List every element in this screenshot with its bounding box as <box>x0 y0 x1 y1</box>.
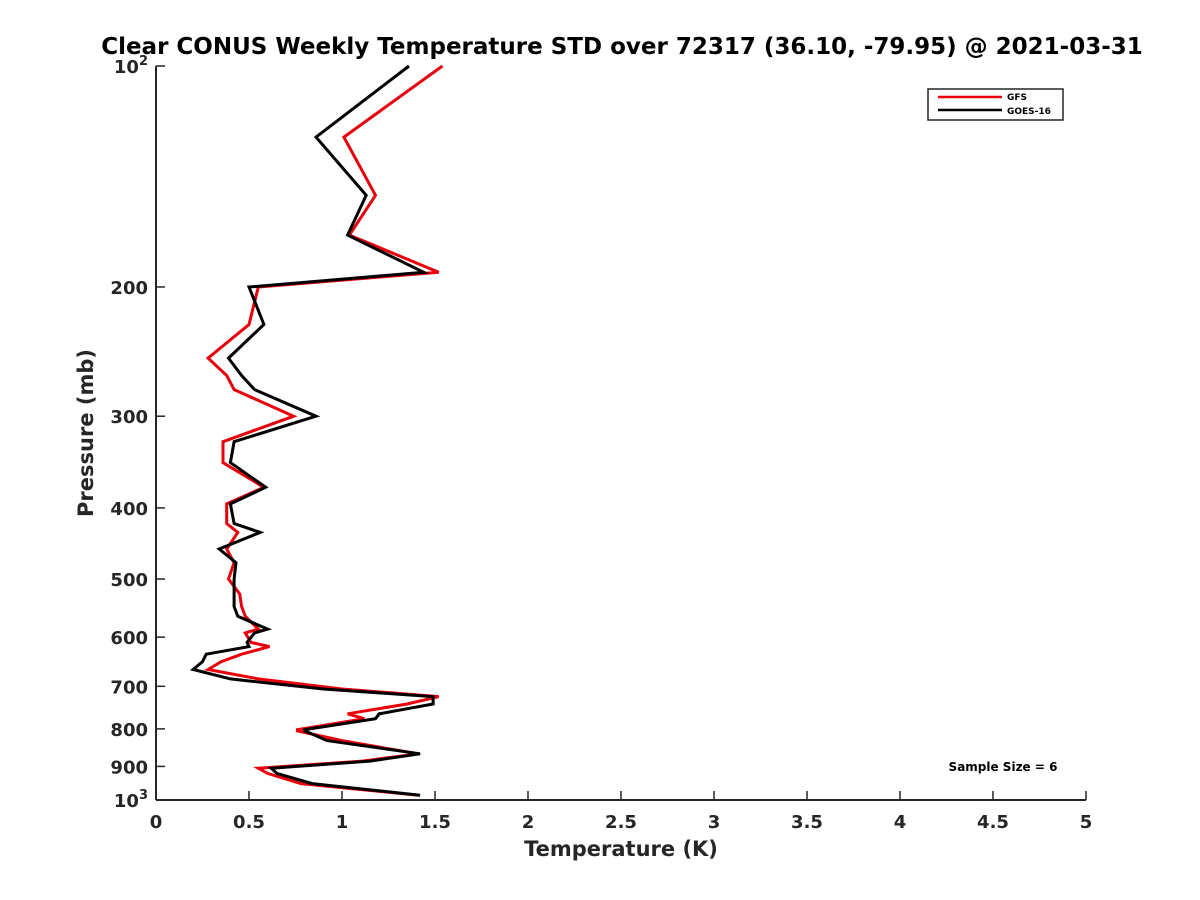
y-tick-label: 600 <box>110 628 148 649</box>
y-tick-label-base: 200 <box>110 278 148 299</box>
legend-label-gfs: GFS <box>1007 93 1027 103</box>
x-tick-label: 4 <box>894 812 907 833</box>
x-tick-label: 5 <box>1080 812 1093 833</box>
y-tick-label-base: 700 <box>110 677 148 698</box>
x-tick-label: 0.5 <box>233 812 265 833</box>
y-tick-label-base: 300 <box>110 407 148 428</box>
x-tick-label: 2.5 <box>605 812 637 833</box>
legend: GFS GOES-16 <box>927 88 1064 121</box>
x-tick-label: 1.5 <box>419 812 451 833</box>
x-tick-label: 0 <box>150 812 163 833</box>
sample-size-annotation: Sample Size = 6 <box>949 760 1058 774</box>
y-tick-label-base: 500 <box>110 570 148 591</box>
y-tick-label-exponent: 2 <box>139 54 148 69</box>
y-tick-label: 500 <box>110 570 148 591</box>
y-tick-label-exponent: 3 <box>139 788 148 803</box>
y-tick-label: 200 <box>110 278 148 299</box>
series-line-goes16 <box>189 64 435 797</box>
x-tick-label: 1 <box>336 812 349 833</box>
y-tick-label-base: 10 <box>114 57 139 78</box>
x-axis-label: Temperature (K) <box>524 837 718 861</box>
x-tick-label: 3.5 <box>791 812 823 833</box>
y-tick-label-base: 900 <box>110 757 148 778</box>
legend-box <box>927 88 1064 121</box>
x-tick-label: 2 <box>522 812 535 833</box>
y-tick-label: 400 <box>110 499 148 520</box>
y-tick-label: 800 <box>110 720 148 741</box>
chart-title: Clear CONUS Weekly Temperature STD over … <box>101 34 1143 60</box>
y-tick-label-base: 800 <box>110 720 148 741</box>
y-tick-label: 102 <box>114 54 148 78</box>
y-axis-label: Pressure (mb) <box>74 349 98 517</box>
axes <box>155 66 1086 801</box>
series-line-gfs <box>203 64 444 797</box>
y-tick-label: 300 <box>110 407 148 428</box>
y-tick-label-base: 10 <box>114 791 139 812</box>
legend-label-goes16: GOES-16 <box>1007 107 1051 117</box>
series-lines <box>189 64 444 797</box>
y-tick-label: 900 <box>110 757 148 778</box>
x-tick-label: 3 <box>708 812 721 833</box>
y-tick-label: 700 <box>110 677 148 698</box>
y-tick-label-base: 400 <box>110 499 148 520</box>
y-tick-label-base: 600 <box>110 628 148 649</box>
x-ticks: 0 0.5 1 1.5 2 2.5 3 3.5 4 4.5 5 <box>150 791 1093 833</box>
x-tick-label: 4.5 <box>977 812 1009 833</box>
y-tick-label: 103 <box>114 788 148 812</box>
